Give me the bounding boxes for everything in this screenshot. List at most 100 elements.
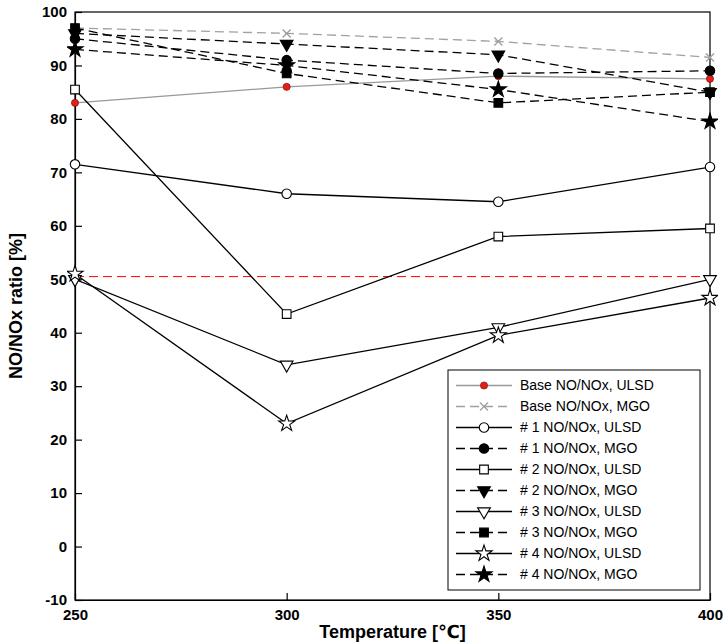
- series-marker: [283, 29, 291, 37]
- series-marker: [70, 160, 79, 169]
- plot-frame: [75, 12, 710, 600]
- y-tick: 10: [50, 484, 82, 501]
- y-tick-mark: [75, 172, 82, 173]
- series-marker: [71, 24, 79, 32]
- series-marker: [702, 290, 718, 305]
- legend-label: # 2 NO/NOx, ULSD: [520, 461, 641, 477]
- y-tick: 80: [50, 110, 82, 127]
- y-tick-label: 70: [50, 164, 67, 181]
- legend-marker: [480, 403, 488, 411]
- y-tick-mark: [75, 119, 82, 120]
- legend-box: [448, 370, 700, 590]
- series-marker: [71, 24, 80, 33]
- y-tick-mark: [75, 333, 82, 334]
- x-tick-label: 350: [486, 606, 511, 623]
- legend-marker: [479, 444, 488, 453]
- series-marker: [279, 415, 295, 430]
- legend-label: # 3 NO/NOx, ULSD: [520, 503, 641, 519]
- series-marker: [706, 88, 715, 97]
- y-tick-mark: [75, 226, 82, 227]
- series-marker: [490, 327, 506, 342]
- series-marker: [282, 189, 291, 198]
- y-tick: 30: [50, 377, 82, 394]
- series-marker: [280, 361, 293, 372]
- y-tick: 0: [59, 538, 82, 555]
- legend-entry: Base NO/NOx, MGO: [456, 398, 650, 414]
- x-tick-mark: [287, 593, 288, 600]
- x-tick-label: 400: [698, 606, 723, 623]
- y-tick-label: 90: [50, 57, 67, 74]
- x-tick: 350: [486, 593, 511, 623]
- legend-entry: # 1 NO/NOx, ULSD: [456, 419, 641, 435]
- series-marker: [279, 57, 295, 72]
- y-tick-label: 40: [50, 324, 67, 341]
- reference-lines: [75, 276, 710, 277]
- series-marker: [490, 81, 506, 96]
- legend-entry: # 3 NO/NOx, MGO: [456, 524, 638, 540]
- series-marker: [67, 265, 83, 280]
- y-tick: 40: [50, 324, 82, 341]
- legend-label: # 3 NO/NOx, MGO: [520, 524, 638, 540]
- series-marker: [71, 85, 80, 94]
- y-tick-label: 20: [50, 431, 67, 448]
- y-tick-mark: [75, 493, 82, 494]
- legend-marker: [479, 423, 488, 432]
- legend-entry: # 2 NO/NOx, MGO: [456, 482, 638, 498]
- x-tick-label: 300: [275, 606, 300, 623]
- series-marker: [494, 99, 503, 108]
- x-axis-title: Temperature [℃]: [319, 622, 466, 642]
- series-marker: [705, 66, 714, 75]
- y-tick: 60: [50, 217, 82, 234]
- series-line: [75, 90, 710, 315]
- legend-entry: Base NO/NOx, ULSD: [456, 377, 654, 393]
- legend-entry: # 4 NO/NOx, MGO: [456, 566, 638, 582]
- series-marker: [280, 40, 293, 51]
- series-marker: [706, 75, 713, 82]
- series-marker: [704, 276, 717, 287]
- reference-line: [75, 276, 710, 277]
- series-marker: [283, 83, 290, 90]
- x-tick-mark: [498, 593, 499, 600]
- legend-label: # 1 NO/NOx, MGO: [520, 440, 638, 456]
- legend-entry: # 3 NO/NOx, ULSD: [456, 503, 641, 519]
- legend-label: # 1 NO/NOx, ULSD: [520, 419, 641, 435]
- series-marker: [71, 99, 78, 106]
- series-marker: [494, 69, 503, 78]
- legend-label: Base NO/NOx, ULSD: [520, 377, 654, 393]
- y-tick-label: 10: [50, 484, 67, 501]
- y-axis-title: NO/NOx ratio [%]: [6, 233, 26, 379]
- legend-marker: [476, 545, 492, 560]
- legend-label: # 2 NO/NOx, MGO: [520, 482, 638, 498]
- legend-entry: # 2 NO/NOx, ULSD: [456, 461, 641, 477]
- series-line: [75, 28, 710, 57]
- lines: [75, 28, 710, 424]
- y-tick-label: 0: [59, 538, 67, 555]
- series-marker: [492, 51, 505, 62]
- y-tick-mark: [75, 546, 82, 547]
- y-tick-label: -10: [45, 591, 67, 608]
- plot: 250300350400-100102030405060708090100Bas…: [42, 3, 723, 622]
- series-marker: [494, 37, 502, 45]
- series-line: [75, 164, 710, 201]
- y-tick: 20: [50, 431, 82, 448]
- legend-label: # 4 NO/NOx, MGO: [520, 566, 638, 582]
- y-axis: -100102030405060708090100: [42, 3, 82, 608]
- legend-marker: [476, 566, 492, 581]
- y-tick-mark: [75, 440, 82, 441]
- series-line: [75, 28, 710, 103]
- legend-marker: [478, 508, 491, 519]
- series-line: [75, 279, 710, 365]
- legend-marker: [480, 382, 487, 389]
- series-marker: [282, 310, 291, 319]
- series-line: [75, 76, 710, 103]
- x-axis: 250300350400: [63, 593, 723, 623]
- chart: 250300350400-100102030405060708090100Bas…: [0, 0, 724, 644]
- legend-entry: # 1 NO/NOx, MGO: [456, 440, 638, 456]
- series-line: [75, 274, 710, 424]
- y-tick-mark: [75, 65, 82, 66]
- series-marker: [706, 53, 714, 61]
- series-marker: [67, 41, 83, 56]
- series-marker: [702, 113, 718, 128]
- markers: [67, 24, 718, 431]
- y-tick-label: 100: [42, 3, 67, 20]
